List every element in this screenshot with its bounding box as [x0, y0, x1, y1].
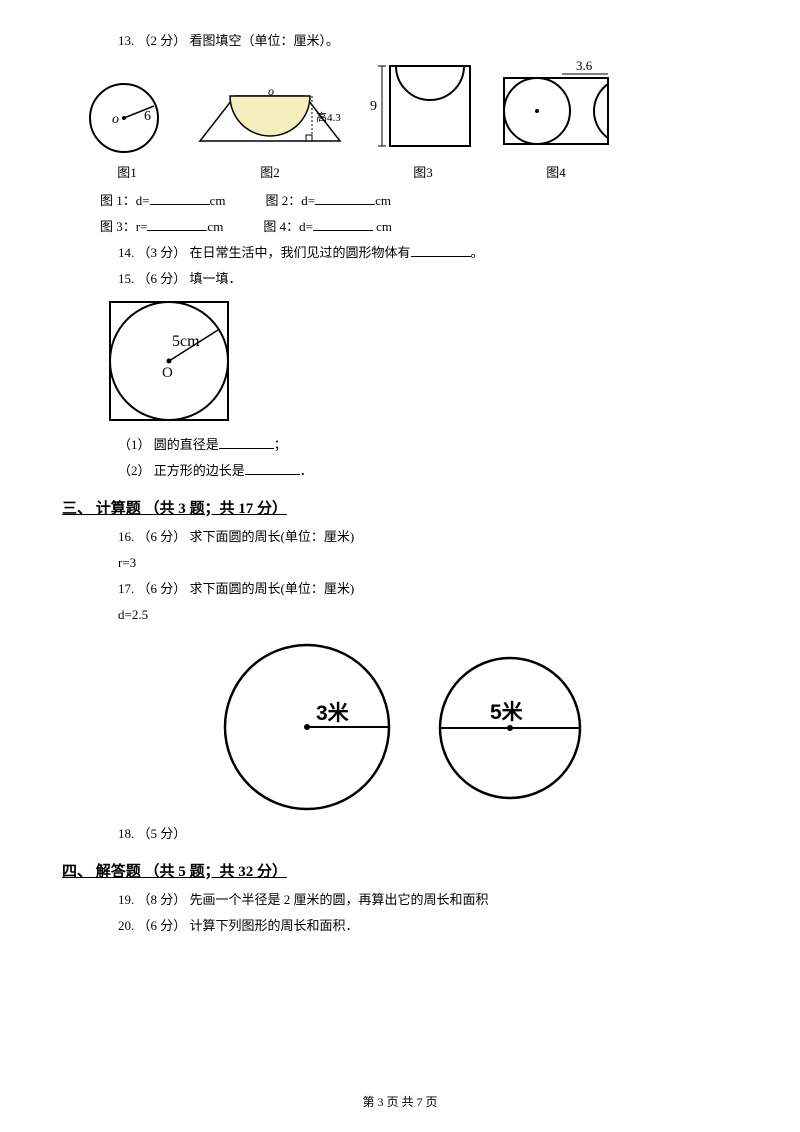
- q13-answers-2: 图 3：r=cm 图 4：d= cm: [100, 214, 720, 240]
- q17: 17. （6 分） 求下面圆的周长(单位：厘米): [118, 576, 720, 602]
- blank[interactable]: [411, 242, 471, 257]
- fig2-o: o: [268, 86, 274, 98]
- section-3: 三、 计算题 （共 3 题；共 17 分）: [62, 494, 720, 524]
- page-number: 第 3 页 共 7 页: [0, 1090, 800, 1114]
- q16-val: r=3: [118, 550, 720, 576]
- fig1-o: o: [112, 112, 119, 127]
- q15-r: 5cm: [172, 333, 200, 350]
- blank[interactable]: [147, 216, 207, 231]
- c2-label: 5米: [490, 701, 524, 724]
- q17-val: d=2.5: [118, 602, 720, 628]
- fig1-r: 6: [144, 109, 151, 124]
- fig3-cap: 图3: [413, 160, 433, 186]
- fig3: 9 图3: [368, 58, 478, 186]
- q15-1: （1） 圆的直径是；: [118, 432, 720, 458]
- fig2-h: 高4.3: [316, 110, 341, 124]
- q13-text: 13. （2 分） 看图填空（单位：厘米）。: [118, 33, 339, 48]
- blank[interactable]: [245, 460, 300, 475]
- blank[interactable]: [313, 216, 373, 231]
- q15-figure: 5cm O: [100, 292, 720, 432]
- q13-figures: o 6 图1 o 高4.3 图2: [82, 58, 720, 186]
- fig2-cap: 图2: [260, 160, 280, 186]
- q13: 13. （2 分） 看图填空（单位：厘米）。: [118, 28, 720, 54]
- blank[interactable]: [150, 190, 210, 205]
- q20: 20. （6 分） 计算下列图形的周长和面积．: [118, 913, 720, 939]
- q17-figures: 3米 5米: [220, 640, 720, 815]
- c1-label: 3米: [316, 702, 350, 725]
- section-4: 四、 解答题 （共 5 题；共 32 分）: [62, 857, 720, 887]
- q14: 14. （3 分） 在日常生活中，我们见过的圆形物体有。: [118, 240, 720, 266]
- blank[interactable]: [315, 190, 375, 205]
- circle-3m: 3米: [220, 640, 395, 815]
- q18: 18. （5 分）: [118, 821, 720, 847]
- q15-2: （2） 正方形的边长是．: [118, 458, 720, 484]
- q19: 19. （8 分） 先画一个半径是 2 厘米的圆，再算出它的周长和面积: [118, 887, 720, 913]
- fig1-cap: 图1: [117, 160, 137, 186]
- q13-answers-1: 图 1：d=cm 图 2：d=cm: [100, 188, 720, 214]
- fig4-cap: 图4: [546, 160, 566, 186]
- q16: 16. （6 分） 求下面圆的周长(单位：厘米): [118, 524, 720, 550]
- q15-o: O: [162, 365, 173, 381]
- fig2: o 高4.3 图2: [190, 86, 350, 186]
- fig1: o 6 图1: [82, 76, 172, 186]
- circle-5m: 5米: [435, 653, 585, 803]
- fig4: 3.6 图4: [496, 58, 616, 186]
- fig3-v: 9: [370, 99, 377, 114]
- blank[interactable]: [219, 434, 274, 449]
- q15: 15. （6 分） 填一填．: [118, 266, 720, 292]
- fig4-v: 3.6: [576, 58, 593, 73]
